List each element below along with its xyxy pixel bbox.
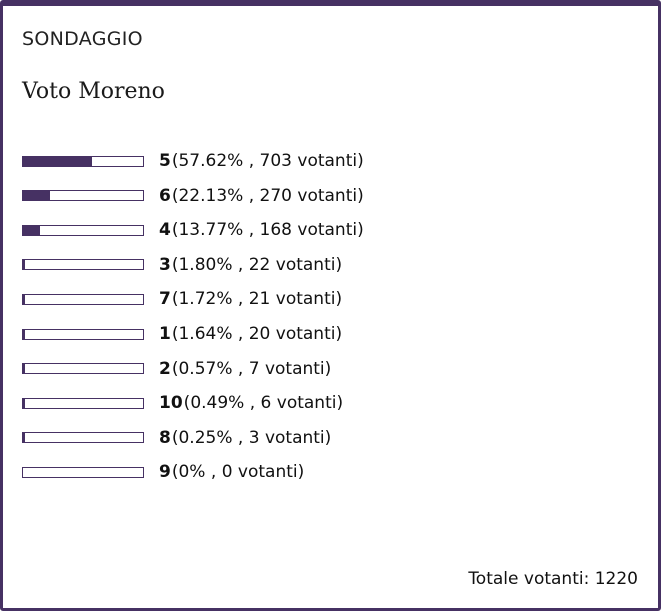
option-label: 8 xyxy=(159,427,171,448)
vote-bar xyxy=(22,190,144,202)
option-percent: 1.80% xyxy=(178,254,233,275)
vote-bar-fill xyxy=(23,433,25,443)
poll-question: Voto Moreno xyxy=(22,79,165,104)
option-label: 4 xyxy=(159,220,171,241)
option-votes: 270 votanti xyxy=(259,185,358,206)
vote-bar-fill xyxy=(23,398,25,408)
vote-bar-fill xyxy=(23,294,26,304)
vote-bar xyxy=(22,155,144,167)
poll-option[interactable]: 2 (0.57% , 7 votanti) xyxy=(22,354,622,384)
vote-bar-fill xyxy=(23,156,93,166)
option-percent: 0.49% xyxy=(190,393,245,414)
vote-bar xyxy=(22,466,144,478)
option-label: 5 xyxy=(159,151,171,171)
vote-bar xyxy=(22,259,144,271)
vote-bar-fill xyxy=(23,260,26,270)
vote-bar xyxy=(22,432,144,444)
option-votes: 703 votanti xyxy=(259,151,358,171)
vote-bar-fill xyxy=(23,191,50,201)
vote-bar-fill xyxy=(23,329,25,339)
poll-option[interactable]: 7 (1.72% , 21 votanti) xyxy=(22,284,622,314)
option-label: 1 xyxy=(159,324,171,344)
total-voters: Totale votanti: 1220 xyxy=(468,569,638,589)
option-detail: (22.13% , 270 votanti) xyxy=(171,185,364,206)
poll-option[interactable]: 5 (57.62% , 703 votanti) xyxy=(22,146,622,176)
total-voters-label: Totale votanti: xyxy=(468,569,590,589)
poll-option[interactable]: 6 (22.13% , 270 votanti) xyxy=(22,181,622,211)
option-percent: 0.25% xyxy=(178,427,233,448)
option-detail: (1.64% , 20 votanti) xyxy=(171,324,343,344)
option-detail: (1.72% , 21 votanti) xyxy=(171,289,343,310)
option-detail: (1.80% , 22 votanti) xyxy=(171,254,343,275)
vote-bar-fill xyxy=(23,225,40,235)
total-voters-value: 1220 xyxy=(594,569,638,589)
option-votes: 20 votanti xyxy=(248,324,336,344)
option-votes: 0 votanti xyxy=(221,462,298,483)
option-label: 9 xyxy=(159,462,171,483)
poll-option[interactable]: 9 (0% , 0 votanti) xyxy=(22,457,622,487)
poll-option[interactable]: 4 (13.77% , 168 votanti) xyxy=(22,215,622,245)
option-percent: 1.72% xyxy=(178,289,233,310)
poll-option[interactable]: 8 (0.25% , 3 votanti) xyxy=(22,423,622,453)
poll-header: SONDAGGIO xyxy=(22,28,143,50)
option-percent: 57.62% xyxy=(178,151,244,171)
vote-bar xyxy=(22,363,144,375)
option-detail: (0.49% , 6 votanti) xyxy=(183,393,344,414)
option-percent: 0% xyxy=(178,462,206,483)
vote-bar xyxy=(22,224,144,236)
option-label: 10 xyxy=(159,393,183,414)
option-votes: 6 votanti xyxy=(260,393,337,414)
option-percent: 13.77% xyxy=(178,220,244,241)
vote-bar-fill xyxy=(23,364,25,374)
vote-bar xyxy=(22,328,144,340)
option-label: 2 xyxy=(159,358,171,379)
poll-option[interactable]: 10 (0.49% , 6 votanti) xyxy=(22,388,622,418)
option-percent: 0.57% xyxy=(178,358,233,379)
option-detail: (0.57% , 7 votanti) xyxy=(171,358,332,379)
option-label: 6 xyxy=(159,185,171,206)
option-votes: 21 votanti xyxy=(248,289,336,310)
option-detail: (0% , 0 votanti) xyxy=(171,462,305,483)
option-votes: 168 votanti xyxy=(259,220,358,241)
poll-option[interactable]: 3 (1.80% , 22 votanti) xyxy=(22,250,622,280)
option-votes: 3 votanti xyxy=(248,427,325,448)
option-label: 7 xyxy=(159,289,171,310)
vote-bar xyxy=(22,293,144,305)
option-detail: (13.77% , 168 votanti) xyxy=(171,220,364,241)
option-label: 3 xyxy=(159,254,171,275)
vote-bar xyxy=(22,397,144,409)
poll-option[interactable]: 1 (1.64% , 20 votanti) xyxy=(22,319,622,349)
option-votes: 22 votanti xyxy=(248,254,336,275)
option-percent: 22.13% xyxy=(178,185,244,206)
option-votes: 7 votanti xyxy=(248,358,325,379)
option-detail: (57.62% , 703 votanti) xyxy=(171,151,364,171)
option-detail: (0.25% , 3 votanti) xyxy=(171,427,332,448)
option-percent: 1.64% xyxy=(178,324,233,344)
